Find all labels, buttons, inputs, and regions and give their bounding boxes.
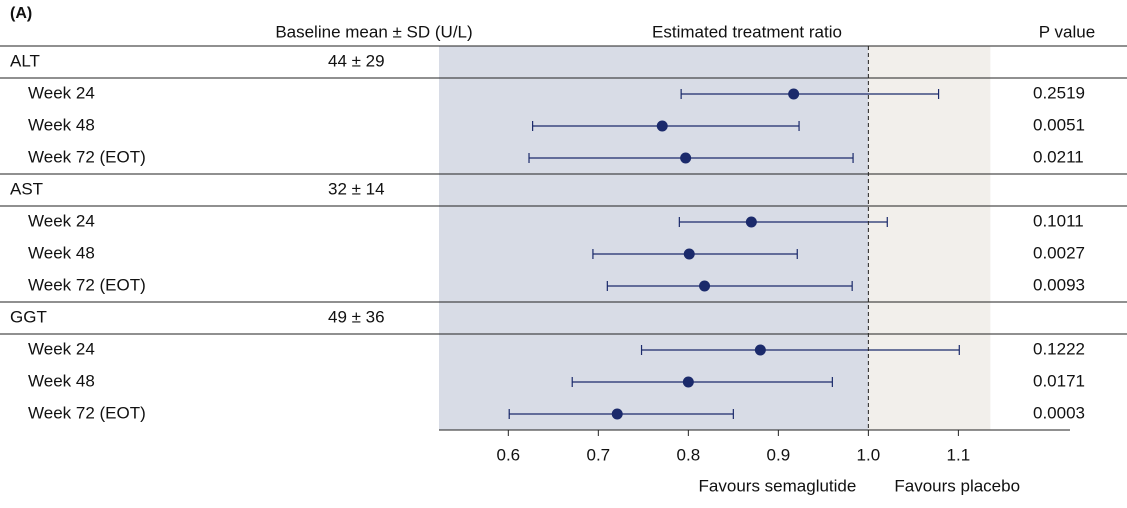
estimate-point [699,280,711,292]
x-tick-label: 1.1 [947,445,971,464]
p-value: 0.2519 [1033,83,1085,102]
panel-label: (A) [10,5,32,22]
column-header: Estimated treatment ratio [652,22,842,41]
baseline-value: 32 ± 14 [328,179,385,198]
p-value: 0.0003 [1033,403,1085,422]
p-value: 0.1222 [1033,339,1085,358]
column-header: P value [1039,22,1095,41]
favours-label: Favours placebo [894,476,1020,495]
estimate-point [656,120,668,132]
group-name: ALT [10,51,40,70]
estimate-point [611,408,623,420]
baseline-value: 49 ± 36 [328,307,385,326]
row-label: Week 48 [28,115,95,134]
x-tick-label: 0.9 [767,445,791,464]
row-label: Week 72 (EOT) [28,275,146,294]
p-value: 0.0171 [1033,371,1085,390]
row-label: Week 24 [28,211,95,230]
estimate-point [788,88,800,100]
estimate-point [745,216,757,228]
group-name: GGT [10,307,47,326]
p-value: 0.0027 [1033,243,1085,262]
x-tick-label: 0.7 [587,445,611,464]
x-tick-label: 0.8 [677,445,701,464]
estimate-point [680,152,692,164]
p-value: 0.0093 [1033,275,1085,294]
shade-region [439,46,869,430]
row-label: Week 24 [28,83,95,102]
estimate-point [683,248,695,260]
estimate-point [754,344,766,356]
estimate-point [682,376,694,388]
p-value: 0.0211 [1033,147,1084,166]
shade-region [868,46,991,430]
row-label: Week 72 (EOT) [28,147,146,166]
group-name: AST [10,179,43,198]
x-tick-label: 1.0 [857,445,881,464]
baseline-value: 44 ± 29 [328,51,385,70]
row-label: Week 24 [28,339,95,358]
favours-label: Favours semaglutide [699,476,857,495]
x-tick-label: 0.6 [496,445,520,464]
p-value: 0.0051 [1033,115,1085,134]
column-header: Baseline mean ± SD (U/L) [275,22,472,41]
p-value: 0.1011 [1033,211,1084,230]
row-label: Week 48 [28,371,95,390]
row-label: Week 48 [28,243,95,262]
row-label: Week 72 (EOT) [28,403,146,422]
